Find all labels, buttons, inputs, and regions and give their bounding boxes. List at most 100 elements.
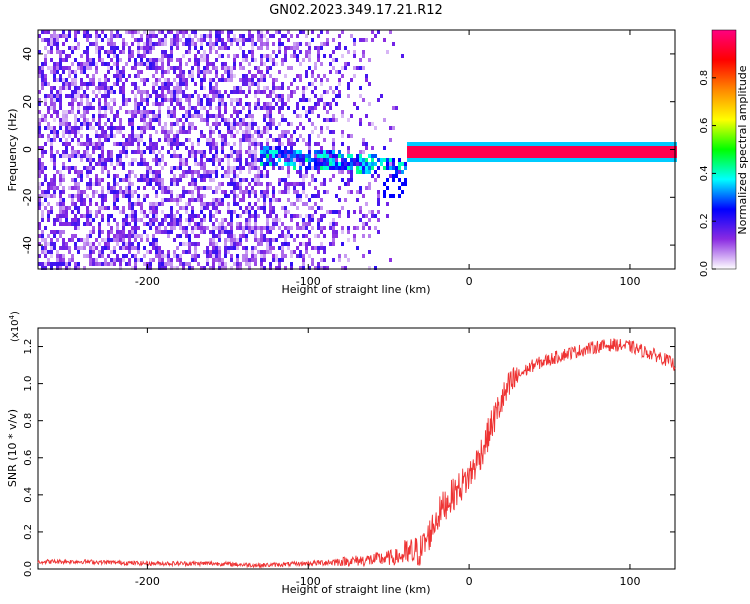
spectrogram-cell bbox=[656, 142, 659, 146]
spectrogram-cell bbox=[122, 254, 125, 258]
spectrogram-cell bbox=[53, 102, 56, 106]
spectrogram-cell bbox=[551, 142, 554, 146]
spectrogram-cell bbox=[155, 226, 158, 230]
spectrogram-cell bbox=[101, 142, 104, 146]
spectrogram-cell bbox=[260, 34, 263, 38]
spectrogram-cell bbox=[272, 218, 275, 222]
spectrogram-cell bbox=[602, 158, 605, 162]
spectrogram-cell bbox=[557, 158, 560, 162]
spectrogram-cell bbox=[365, 214, 368, 218]
spectrogram-cell bbox=[74, 218, 77, 222]
spectrogram-cell bbox=[134, 74, 137, 78]
spectrogram-cell bbox=[260, 62, 263, 66]
spectrogram-cell bbox=[146, 50, 149, 54]
spectrogram-cell bbox=[446, 150, 449, 154]
spectrogram-cell bbox=[107, 70, 110, 74]
spectrogram-cell bbox=[218, 230, 221, 234]
spectrogram-cell bbox=[590, 146, 593, 150]
spectrogram-cell bbox=[557, 150, 560, 154]
spectrogram-cell bbox=[278, 258, 281, 262]
spectrogram-cell bbox=[191, 214, 194, 218]
spectrogram-cell bbox=[245, 138, 248, 142]
spectrogram-cell bbox=[356, 190, 359, 194]
spectrogram-cell bbox=[233, 134, 236, 138]
spectrogram-cell bbox=[254, 258, 257, 262]
spectrogram-cell bbox=[248, 170, 251, 174]
spectrogram-cell bbox=[359, 66, 362, 70]
spectrogram-cell bbox=[155, 90, 158, 94]
spectrogram-cell bbox=[287, 210, 290, 214]
spectrogram-cell bbox=[164, 230, 167, 234]
spectrogram-cell bbox=[335, 94, 338, 98]
spectrogram-cell bbox=[80, 246, 83, 250]
spectrogram-cell bbox=[188, 98, 191, 102]
spectrogram-cell bbox=[197, 142, 200, 146]
spectrogram-cell bbox=[92, 114, 95, 118]
spectrogram-cell bbox=[146, 110, 149, 114]
spectrogram-y-tick-label: -40 bbox=[21, 236, 34, 254]
spectrogram-cell bbox=[353, 210, 356, 214]
spectrogram-cell bbox=[230, 190, 233, 194]
spectrogram-cell bbox=[140, 218, 143, 222]
spectrogram-cell bbox=[86, 238, 89, 242]
spectrogram-cell bbox=[134, 254, 137, 258]
spectrogram-cell bbox=[386, 202, 389, 206]
spectrogram-cell bbox=[353, 74, 356, 78]
spectrogram-cell bbox=[233, 210, 236, 214]
spectrogram-cell bbox=[161, 258, 164, 262]
spectrogram-cell bbox=[281, 62, 284, 66]
spectrogram-cell bbox=[281, 250, 284, 254]
spectrogram-cell bbox=[209, 146, 212, 150]
spectrogram-cell bbox=[269, 146, 272, 150]
spectrogram-cell bbox=[215, 118, 218, 122]
spectrogram-cell bbox=[263, 114, 266, 118]
spectrogram-cell bbox=[119, 230, 122, 234]
spectrogram-cell bbox=[44, 206, 47, 210]
spectrogram-cell bbox=[227, 30, 230, 34]
spectrogram-cell bbox=[206, 206, 209, 210]
spectrogram-cell bbox=[617, 146, 620, 150]
spectrogram-cell bbox=[131, 246, 134, 250]
spectrogram-cell bbox=[194, 58, 197, 62]
spectrogram-cell bbox=[320, 258, 323, 262]
spectrogram-cell bbox=[71, 254, 74, 258]
spectrogram-cell bbox=[260, 30, 263, 34]
spectrogram-cell bbox=[149, 202, 152, 206]
spectrogram-cell bbox=[536, 150, 539, 154]
spectrogram-cell bbox=[62, 214, 65, 218]
spectrogram-cell bbox=[374, 214, 377, 218]
spectrogram-cell bbox=[269, 246, 272, 250]
spectrogram-cell bbox=[50, 90, 53, 94]
spectrogram-cell bbox=[209, 170, 212, 174]
spectrogram-cell bbox=[86, 170, 89, 174]
spectrogram-cell bbox=[134, 38, 137, 42]
spectrogram-cell bbox=[272, 42, 275, 46]
spectrogram-cell bbox=[86, 154, 89, 158]
spectrogram-cell bbox=[287, 130, 290, 134]
spectrogram-cell bbox=[599, 146, 602, 150]
spectrogram-cell bbox=[56, 98, 59, 102]
spectrogram-cell bbox=[293, 46, 296, 50]
spectrogram-cell bbox=[593, 142, 596, 146]
spectrogram-cell bbox=[53, 110, 56, 114]
spectrogram-cell bbox=[251, 190, 254, 194]
spectrogram-cell bbox=[629, 142, 632, 146]
spectrogram-cell bbox=[359, 150, 362, 154]
spectrogram-cell bbox=[194, 30, 197, 34]
spectrogram-cell bbox=[107, 78, 110, 82]
snr-x-ticks: -200 -100 0 100 bbox=[135, 328, 640, 588]
spectrogram-cell bbox=[149, 226, 152, 230]
spectrogram-cell bbox=[101, 150, 104, 154]
spectrogram-cell bbox=[242, 230, 245, 234]
spectrogram-cell bbox=[80, 174, 83, 178]
spectrogram-cell bbox=[125, 254, 128, 258]
spectrogram-cell bbox=[194, 182, 197, 186]
spectrogram-cell bbox=[221, 30, 224, 34]
spectrogram-cell bbox=[134, 66, 137, 70]
spectrogram-cell bbox=[65, 166, 68, 170]
spectrogram-cell bbox=[338, 46, 341, 50]
spectrogram-cell bbox=[86, 166, 89, 170]
spectrogram-cell bbox=[386, 186, 389, 190]
spectrogram-cell bbox=[287, 166, 290, 170]
spectrogram-cell bbox=[125, 142, 128, 146]
